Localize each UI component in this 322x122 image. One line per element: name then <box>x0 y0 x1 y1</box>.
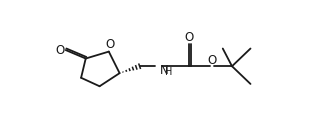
Text: O: O <box>184 31 194 44</box>
Text: N: N <box>160 64 169 77</box>
Text: H: H <box>165 67 173 77</box>
Text: O: O <box>55 44 64 57</box>
Text: O: O <box>105 38 114 51</box>
Text: O: O <box>207 54 217 67</box>
